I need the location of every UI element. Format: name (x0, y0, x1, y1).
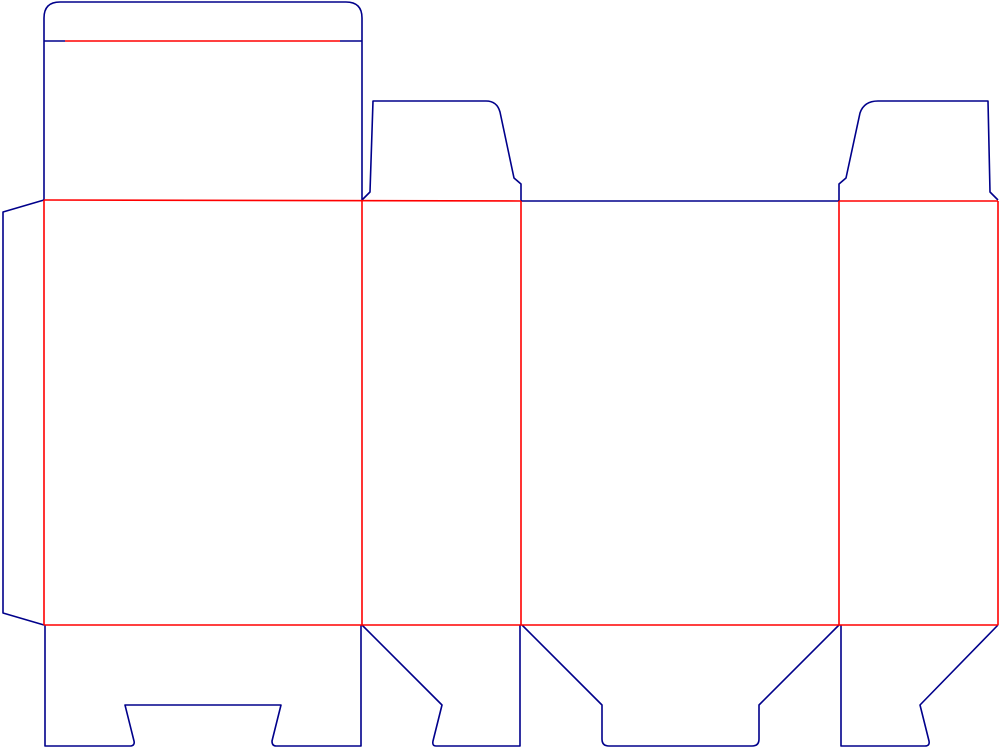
bottom-flap-3 (521, 624, 840, 747)
top-tuck-flap (43, 1, 363, 41)
fold-lines (43, 40, 999, 626)
dust-flap-left (361, 100, 522, 201)
glue-flap (2, 199, 45, 626)
dust-flap-right (838, 100, 999, 201)
top-fold-panels-1-2 (43, 199, 522, 202)
bottom-flap-2 (361, 624, 521, 747)
bottom-flap-4 (840, 624, 999, 747)
bottom-flap-1 (44, 625, 362, 747)
